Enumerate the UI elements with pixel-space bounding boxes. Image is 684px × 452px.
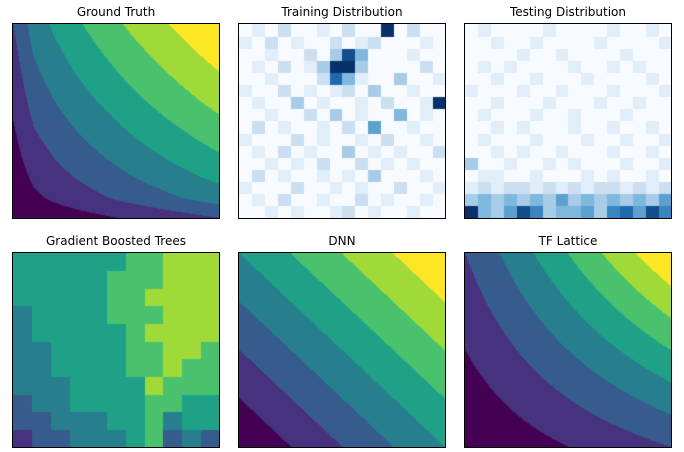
testing-distribution-heatmap-canvas xyxy=(464,23,672,219)
panel-ground-truth: Ground Truth xyxy=(12,4,220,219)
plot-title-ground-truth: Ground Truth xyxy=(76,5,156,19)
tf-lattice-contour-canvas xyxy=(464,252,672,448)
plot-title-training-distribution: Training Distribution xyxy=(281,5,403,19)
ground-truth-contour-canvas xyxy=(12,23,220,219)
plot-title-testing-distribution: Testing Distribution xyxy=(509,5,626,19)
panel-tf-lattice: TF Lattice xyxy=(464,233,672,448)
plot-title-tf-lattice: TF Lattice xyxy=(538,234,598,248)
panel-testing-distribution: Testing Distribution xyxy=(464,4,672,219)
dnn-contour-canvas xyxy=(238,252,446,448)
plot-title-gradient-boosted-trees: Gradient Boosted Trees xyxy=(46,234,186,248)
panel-training-distribution: Training Distribution xyxy=(238,4,446,219)
plot-title-dnn: DNN xyxy=(328,234,356,248)
training-distribution-heatmap-canvas xyxy=(238,23,446,219)
gradient-boosted-trees-contour-canvas xyxy=(12,252,220,448)
panel-dnn: DNN xyxy=(238,233,446,448)
panel-gradient-boosted-trees: Gradient Boosted Trees xyxy=(12,233,220,448)
